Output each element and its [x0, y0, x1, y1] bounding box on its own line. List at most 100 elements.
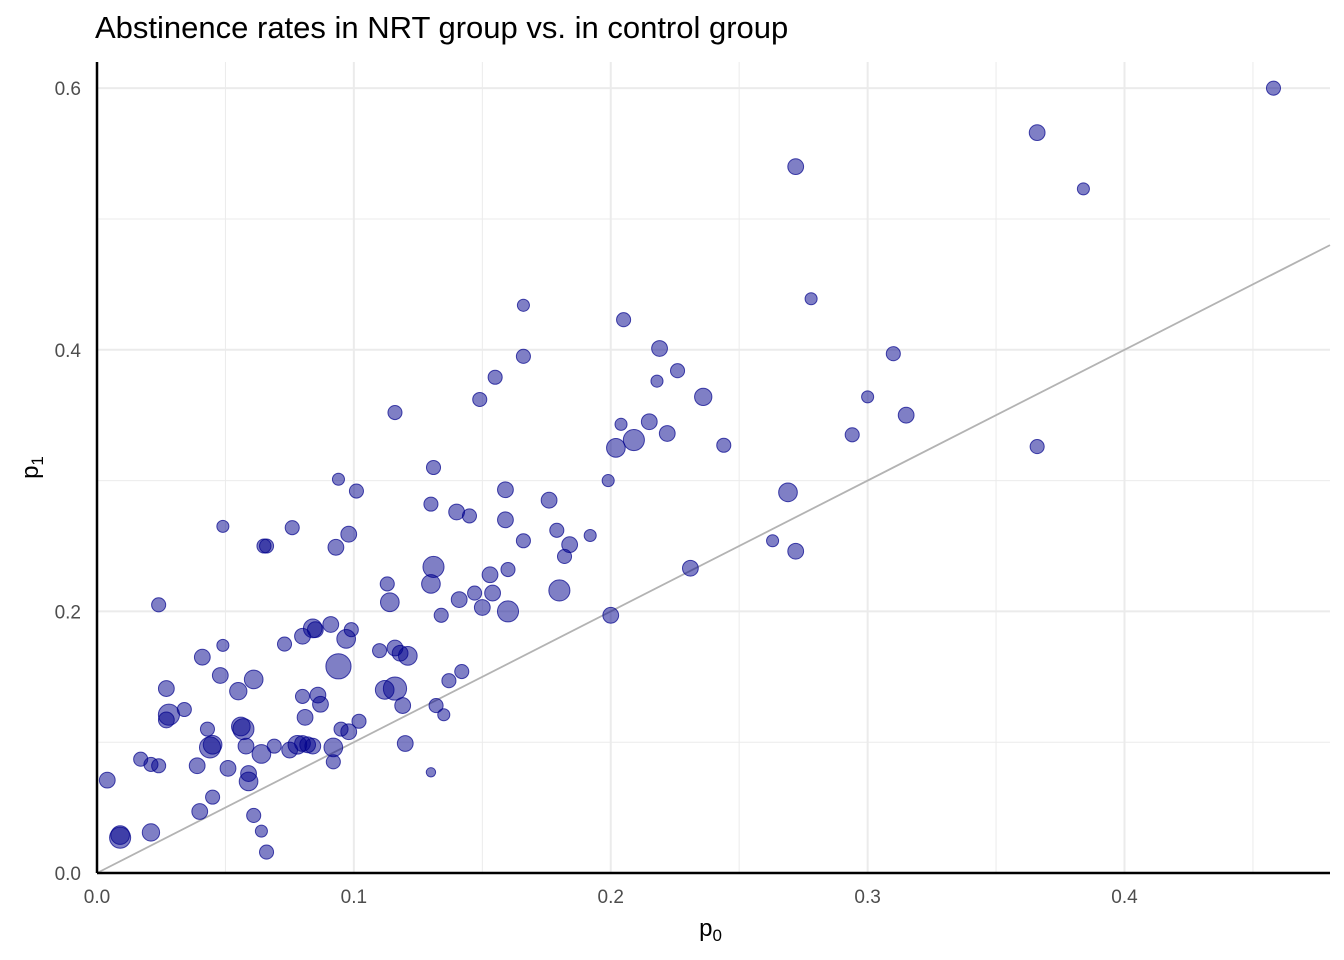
data-point — [327, 538, 345, 556]
x-axis-title-subscript: 0 — [712, 926, 721, 945]
data-point — [549, 522, 565, 538]
data-point — [109, 826, 132, 849]
data-point — [1076, 182, 1090, 196]
data-point — [246, 807, 262, 823]
data-point — [294, 627, 311, 645]
data-point — [601, 474, 615, 488]
data-point — [606, 438, 626, 458]
data-point — [622, 428, 645, 452]
data-point — [651, 340, 668, 357]
data-point — [98, 771, 116, 789]
data-point — [340, 525, 358, 543]
data-point — [157, 680, 175, 697]
data-point — [379, 592, 400, 613]
data-point — [787, 542, 805, 560]
data-point — [216, 638, 230, 652]
x-tick-label: 0.4 — [1111, 887, 1138, 908]
data-point — [325, 653, 352, 680]
data-point — [258, 538, 275, 554]
data-point — [548, 579, 571, 602]
data-point — [423, 496, 439, 512]
data-point — [861, 390, 875, 404]
data-point — [193, 648, 211, 666]
y-axis-title-subscript: 1 — [28, 456, 47, 465]
data-point — [304, 737, 322, 755]
data-point — [461, 508, 478, 524]
data-point — [216, 519, 230, 533]
data-point — [219, 759, 237, 777]
data-point — [441, 673, 457, 689]
data-point — [382, 676, 408, 701]
data-point — [1029, 439, 1045, 455]
data-point — [254, 824, 268, 838]
data-point — [497, 481, 514, 499]
y-tick-labels: 0.0 0.2 0.4 0.6 — [55, 79, 82, 885]
data-point — [616, 312, 632, 328]
data-point — [379, 576, 395, 592]
data-point — [681, 559, 699, 577]
y-axis-title-main: p — [17, 466, 44, 479]
data-point — [716, 437, 732, 453]
data-point — [281, 741, 299, 759]
data-point — [472, 391, 488, 408]
data-point — [296, 708, 314, 726]
data-point — [425, 459, 442, 476]
chart-title: Abstinence rates in NRT group vs. in con… — [95, 10, 789, 45]
data-point — [694, 387, 713, 407]
data-point — [497, 511, 514, 529]
data-point — [602, 606, 620, 624]
data-point — [1265, 80, 1282, 96]
data-point — [372, 643, 388, 659]
y-tick-label: 0.4 — [55, 341, 82, 362]
data-point — [284, 520, 300, 536]
data-point — [540, 491, 558, 509]
data-point — [237, 737, 255, 755]
data-point — [454, 664, 470, 680]
data-point — [650, 374, 664, 388]
y-tick-label: 0.2 — [55, 602, 81, 623]
data-point — [428, 698, 444, 714]
x-tick-label: 0.2 — [598, 887, 624, 908]
data-point — [151, 597, 167, 613]
data-point — [157, 711, 175, 729]
data-point — [778, 482, 798, 503]
y-tick-label: 0.0 — [55, 864, 81, 885]
data-point — [787, 158, 805, 176]
data-point — [500, 561, 516, 578]
x-axis-title: p0 — [699, 915, 722, 945]
data-point — [473, 599, 491, 616]
data-point — [151, 758, 167, 774]
data-point — [437, 708, 451, 722]
data-point — [387, 405, 403, 421]
data-point — [331, 472, 345, 486]
data-point — [484, 584, 501, 602]
data-point — [141, 823, 161, 842]
data-point — [251, 744, 272, 764]
data-point — [229, 682, 248, 701]
data-point — [516, 298, 530, 312]
data-point — [211, 667, 229, 684]
data-point — [351, 713, 367, 729]
data-point — [450, 591, 468, 609]
data-point — [583, 528, 597, 543]
data-point — [804, 292, 818, 306]
data-point — [397, 646, 418, 666]
data-point — [421, 574, 441, 594]
data-points — [98, 80, 1282, 860]
data-point — [515, 348, 531, 364]
x-axis-title-main: p — [699, 915, 712, 942]
data-point — [312, 695, 329, 713]
data-point — [433, 607, 449, 623]
data-point — [199, 721, 215, 737]
data-point — [658, 425, 676, 442]
data-point — [294, 688, 311, 704]
data-point — [325, 754, 341, 770]
data-point — [348, 483, 364, 499]
x-tick-label: 0.0 — [84, 887, 110, 908]
data-point — [232, 718, 255, 741]
data-point — [243, 669, 264, 690]
data-point — [481, 566, 499, 584]
data-point — [336, 629, 357, 649]
data-point — [467, 585, 483, 601]
